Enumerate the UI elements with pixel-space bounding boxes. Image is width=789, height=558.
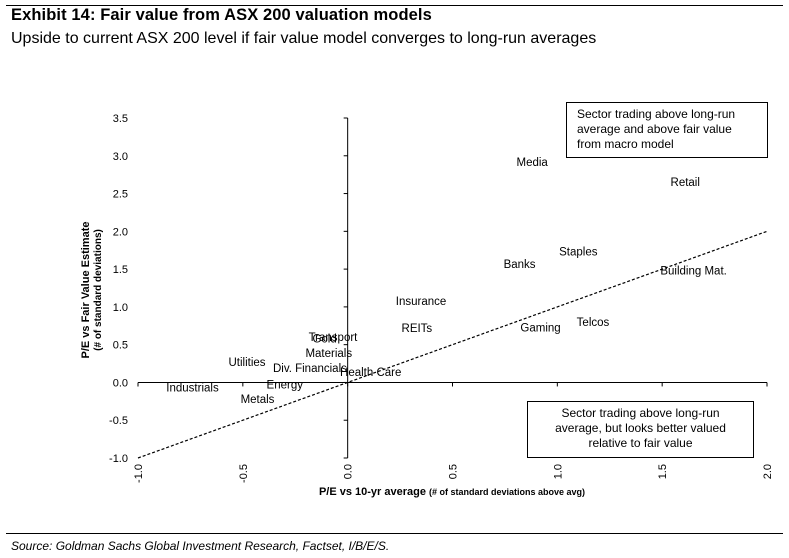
axis-labels: P/E vs 10-yr average (# of standard devi…	[80, 222, 585, 498]
x-tick-label: 0.0	[343, 464, 355, 479]
point-label-staples: Staples	[559, 247, 598, 259]
y-tick-label: 3.5	[113, 113, 128, 125]
y-tick-label: 0.0	[113, 377, 128, 389]
annotation-top-right-line-3: from macro model	[577, 137, 674, 151]
x-axis-label: P/E vs 10-yr average (# of standard devi…	[319, 486, 585, 498]
point-label-energy: Energy	[267, 380, 304, 392]
y-tick-label: 1.0	[113, 302, 128, 314]
y-tick-label: 1.5	[113, 264, 128, 276]
point-label-utilities: Utilities	[228, 357, 265, 369]
data-points: Media Retail Staples Banks Building Mat. Insu…	[166, 157, 727, 406]
point-label-transport: Transport	[309, 332, 359, 344]
point-label-retail: Retail	[671, 177, 700, 189]
annotation-bottom-right-line-1: Sector trading above long-run	[561, 406, 720, 420]
y-tick-label: -0.5	[109, 415, 128, 427]
y-axis-label: P/E vs Fair Value Estimate	[80, 222, 92, 359]
point-label-banks: Banks	[504, 259, 536, 271]
point-label-gold: Gold	[312, 334, 336, 346]
point-label-industrials: Industrials	[166, 383, 219, 395]
x-tick-label: 1.5	[657, 464, 669, 479]
tick-labels: 3.5 3.0 2.5 2.0 1.5 1.0 0.5 0.0 -0.5 -1.0 -1.0 -0.5…	[109, 113, 774, 483]
x-tick-label: -0.5	[238, 464, 250, 483]
bottom-rule	[6, 533, 783, 534]
point-label-gaming: Gaming	[520, 322, 560, 334]
annotation-top-right-line-2: average and above fair value	[577, 122, 732, 136]
chart-title: Exhibit 14: Fair value from ASX 200 valu…	[11, 6, 432, 24]
top-rule	[6, 5, 783, 6]
x-axis-label-note: (# of standard deviations above avg)	[429, 487, 585, 497]
x-tick-label: -1.0	[133, 464, 145, 483]
y-axis-label-note: (# of standard deviations)	[93, 229, 104, 351]
point-label-building-mat: Building Mat.	[660, 266, 726, 278]
annotation-top-right-line-1: Sector trading above long-run	[577, 107, 736, 121]
source-note: Source: Goldman Sachs Global Investment …	[11, 539, 390, 553]
x-tick-label: 0.5	[448, 464, 460, 479]
annotation-top-right: Sector trading above long-run average an…	[566, 102, 768, 158]
y-tick-label: 2.0	[113, 226, 128, 238]
annotation-bottom-right-line-2: average, but looks better valued	[555, 421, 726, 435]
annotation-bottom-right: Sector trading above long-run average, b…	[527, 401, 754, 458]
point-label-insurance: Insurance	[396, 296, 447, 308]
scatter-chart: 3.5 3.0 2.5 2.0 1.5 1.0 0.5 0.0 -0.5 -1.0 -1.0 -0.5…	[80, 113, 774, 498]
y-tick-label: 0.5	[113, 340, 128, 352]
reference-line	[137, 230, 768, 459]
point-label-reits: REITs	[402, 323, 433, 335]
y-tick-label: 2.5	[113, 189, 128, 201]
point-label-metals: Metals	[241, 394, 275, 406]
y-tick-label: 3.0	[113, 151, 128, 163]
chart-subtitle: Upside to current ASX 200 level if fair …	[11, 30, 597, 47]
x-axis-label-main: P/E vs 10-yr average	[319, 486, 429, 498]
y-tick-label: -1.0	[109, 453, 128, 465]
point-label-telcos: Telcos	[577, 317, 610, 329]
x-tick-label: 1.0	[552, 464, 564, 479]
point-label-media: Media	[517, 157, 549, 169]
point-label-health-care: Health Care	[340, 367, 401, 379]
point-label-div-financials: Div. Financials	[273, 363, 347, 375]
axes	[137, 117, 768, 459]
reference-line-group	[137, 230, 768, 459]
annotation-bottom-right-line-3: relative to fair value	[588, 436, 693, 450]
x-tick-label: 2.0	[762, 464, 774, 479]
point-label-materials: Materials	[305, 348, 352, 360]
